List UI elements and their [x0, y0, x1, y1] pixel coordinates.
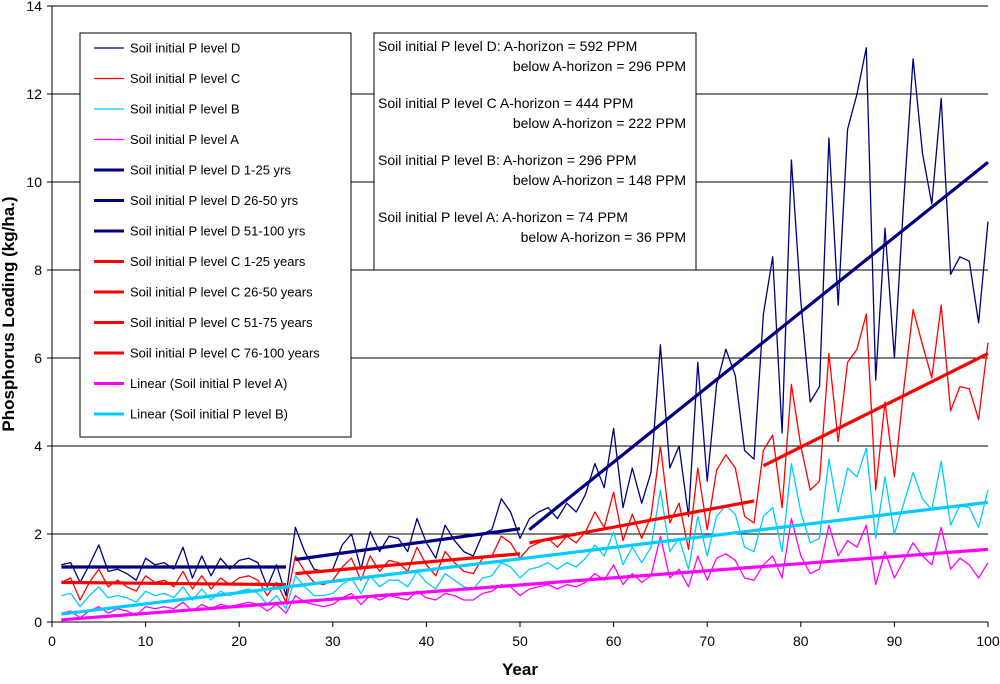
annotation-box: Soil initial P level D: A-horizon = 592 … [373, 32, 697, 271]
x-tick-label: 30 [325, 633, 341, 649]
legend: Soil initial P level D Soil initial P lev… [79, 32, 352, 438]
annotation-line-below-a-horizon: below A-horizon = 148 PPM [513, 172, 686, 188]
legend-label: Soil initial P level A [130, 132, 239, 147]
legend-label: Soil initial P level D 51-100 yrs [130, 224, 306, 239]
y-axis-title: Phosphorus Loading (kg/ha.) [0, 196, 18, 431]
x-axis-title: Year [502, 660, 538, 679]
trend-line-soil-initial-p-level-c-51-75-years [529, 499, 755, 545]
annotation-line-a-horizon: Soil initial P level A: A-horizon = 74 P… [378, 209, 628, 225]
annotation-line-a-horizon: Soil initial P level B: A-horizon = 296 … [378, 152, 637, 168]
y-tick-label: 2 [34, 526, 42, 542]
legend-label: Soil initial P level B [130, 102, 240, 117]
trend-lines [61, 160, 990, 622]
x-tick-label: 10 [138, 633, 154, 649]
x-axis-ticks: 0 10 20 30 40 50 60 70 80 90 100 [48, 622, 1000, 649]
annotation-line-below-a-horizon: below A-horizon = 222 PPM [513, 115, 686, 131]
legend-label: Soil initial P level C 76-100 years [130, 346, 320, 361]
y-axis-ticks: 0 2 4 6 8 10 12 14 [26, 0, 52, 630]
annotation-frame [373, 32, 697, 271]
trend-line-soil-initial-p-level-c-76-100-years [762, 352, 989, 468]
legend-label: Linear (Soil initial P level A) [130, 376, 287, 391]
legend-label: Linear (Soil initial P level B) [130, 407, 288, 422]
y-tick-label: 10 [26, 174, 42, 190]
x-tick-label: 50 [512, 633, 528, 649]
legend-box [79, 32, 352, 438]
y-tick-label: 14 [26, 0, 42, 14]
annotation-line-a-horizon: Soil initial P level C A-horizon = 444 P… [378, 95, 633, 111]
legend-label: Soil initial P level D 1-25 yrs [130, 163, 291, 178]
y-tick-label: 12 [26, 86, 42, 102]
y-tick-label: 8 [34, 262, 42, 278]
annotation-line-below-a-horizon: below A-horizon = 296 PPM [513, 58, 686, 74]
x-tick-label: 40 [419, 633, 435, 649]
trend-line-soil-initial-p-level-d-51-100-yrs [528, 160, 990, 531]
legend-label: Soil initial P level C 26-50 years [130, 285, 313, 300]
legend-label: Soil initial P level D 26-50 yrs [130, 193, 299, 208]
trend-line-soil-initial-p-level-d-26-50-yrs [295, 527, 521, 562]
trend-line-linear-soil-initial-p-level-a- [61, 547, 989, 622]
annotation-line-a-horizon: Soil initial P level D: A-horizon = 592 … [378, 38, 637, 54]
legend-label: Soil initial P level D [130, 41, 240, 56]
trend-line-linear-soil-initial-p-level-b- [61, 500, 989, 616]
y-tick-label: 0 [34, 614, 42, 630]
legend-label: Soil initial P level C 51-75 years [130, 315, 313, 330]
x-tick-label: 90 [887, 633, 903, 649]
trend-line-soil-initial-p-level-c-26-50-years [295, 552, 521, 576]
x-tick-label: 70 [699, 633, 715, 649]
legend-label: Soil initial P level C [130, 71, 240, 86]
x-tick-label: 80 [793, 633, 809, 649]
y-tick-label: 4 [34, 438, 42, 454]
x-tick-label: 20 [231, 633, 247, 649]
x-tick-label: 60 [606, 633, 622, 649]
x-tick-label: 0 [48, 633, 56, 649]
legend-label: Soil initial P level C 1-25 years [130, 254, 306, 269]
trend-line-soil-initial-p-level-c-1-25-years [61, 580, 287, 587]
annotation-line-below-a-horizon: below A-horizon = 36 PPM [521, 229, 686, 245]
y-tick-label: 6 [34, 350, 42, 366]
x-tick-label: 100 [976, 633, 1000, 649]
